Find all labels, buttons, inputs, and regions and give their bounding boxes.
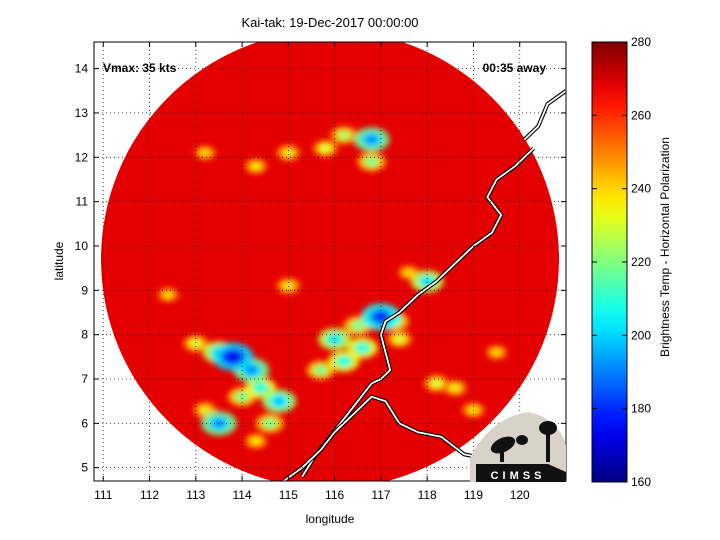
feature-core xyxy=(192,340,200,347)
feature-core xyxy=(432,380,440,387)
feature-core xyxy=(321,145,329,152)
feature-core xyxy=(405,270,412,275)
colorbar-tick-label: 160 xyxy=(631,475,651,489)
y-tick-label: 12 xyxy=(75,150,89,164)
colorbar-tick-label: 260 xyxy=(631,108,651,122)
colorbar-tick-label: 180 xyxy=(631,402,651,416)
feature-core xyxy=(367,158,376,165)
colorbar-tick-label: 240 xyxy=(631,182,651,196)
plot-area xyxy=(94,42,566,481)
axis-ticks: 111 112 113 114 115 116 117 118 119 120 5 6 7 8 9 10 11 1… xyxy=(75,42,566,502)
y-tick-label: 14 xyxy=(75,62,89,76)
feature-core xyxy=(265,420,274,427)
coastlines xyxy=(282,89,566,481)
feature-core xyxy=(256,384,265,392)
x-tick-label: 113 xyxy=(186,488,205,502)
colorbar-tick-label: 200 xyxy=(631,328,651,342)
coastline xyxy=(301,147,535,478)
swath-background xyxy=(100,42,560,481)
colorbar-ticks: 160 180 200 220 240 260 280 xyxy=(592,35,651,489)
feature-core xyxy=(451,385,459,391)
feature-core xyxy=(340,132,348,139)
cimss-logo: CIMSS xyxy=(470,412,566,482)
plot-frame xyxy=(93,41,567,482)
colorbar-label: Brightness Temp - Horizontal Polarizatio… xyxy=(658,137,672,357)
chart-title: Kai-tak: 19-Dec-2017 00:00:00 xyxy=(241,15,418,30)
y-tick-label: 6 xyxy=(81,416,88,430)
y-tick-label: 8 xyxy=(81,328,88,342)
time-away-annotation: 00:35 away xyxy=(483,61,547,75)
feature-core xyxy=(285,283,292,289)
x-tick-label: 111 xyxy=(94,488,113,502)
logo-text: CIMSS xyxy=(491,470,546,482)
feature-core xyxy=(339,357,349,365)
feature-core xyxy=(285,150,292,156)
feature-core xyxy=(493,350,500,355)
x-tick-label: 120 xyxy=(510,488,530,502)
y-tick-label: 11 xyxy=(76,195,89,209)
y-tick-label: 9 xyxy=(81,283,88,297)
feature-core xyxy=(201,407,209,413)
x-tick-label: 119 xyxy=(464,488,483,502)
vmax-annotation: Vmax: 35 kts xyxy=(103,61,177,75)
feature-core xyxy=(252,163,260,169)
y-tick-label: 10 xyxy=(75,239,89,253)
microwave-swath xyxy=(100,42,560,481)
x-tick-label: 118 xyxy=(418,488,437,502)
feature-core xyxy=(357,344,367,352)
feature-core xyxy=(330,335,340,343)
y-tick-label: 13 xyxy=(75,106,89,120)
colorbar xyxy=(591,41,628,483)
grid-lines xyxy=(94,42,566,481)
feature-core xyxy=(353,322,362,329)
feature-core xyxy=(202,150,208,156)
x-tick-label: 117 xyxy=(371,488,390,502)
colorbar-tick-label: 280 xyxy=(631,35,651,49)
feature-core xyxy=(252,438,260,444)
x-tick-label: 116 xyxy=(325,488,344,502)
feature-core xyxy=(366,135,377,144)
brightness-features xyxy=(157,125,508,449)
x-tick-label: 112 xyxy=(140,488,159,502)
y-tick-label: 5 xyxy=(81,461,88,475)
feature-core xyxy=(395,336,403,342)
x-tick-label: 114 xyxy=(233,488,252,502)
feature-core xyxy=(165,292,171,298)
y-axis-label: latitude xyxy=(52,241,66,280)
logo-icon xyxy=(476,421,566,482)
feature-core xyxy=(246,366,257,375)
feature-core xyxy=(274,397,284,406)
coastline xyxy=(283,395,488,481)
feature-core xyxy=(316,366,325,374)
feature-core xyxy=(375,312,387,322)
x-tick-label: 115 xyxy=(279,488,298,502)
x-axis-label: longitude xyxy=(306,512,355,526)
feature-core xyxy=(227,352,239,362)
feature-core xyxy=(422,277,432,286)
feature-core xyxy=(238,393,247,400)
y-tick-label: 7 xyxy=(81,372,88,386)
coastline xyxy=(523,90,566,141)
colorbar-tick-label: 220 xyxy=(631,255,651,269)
